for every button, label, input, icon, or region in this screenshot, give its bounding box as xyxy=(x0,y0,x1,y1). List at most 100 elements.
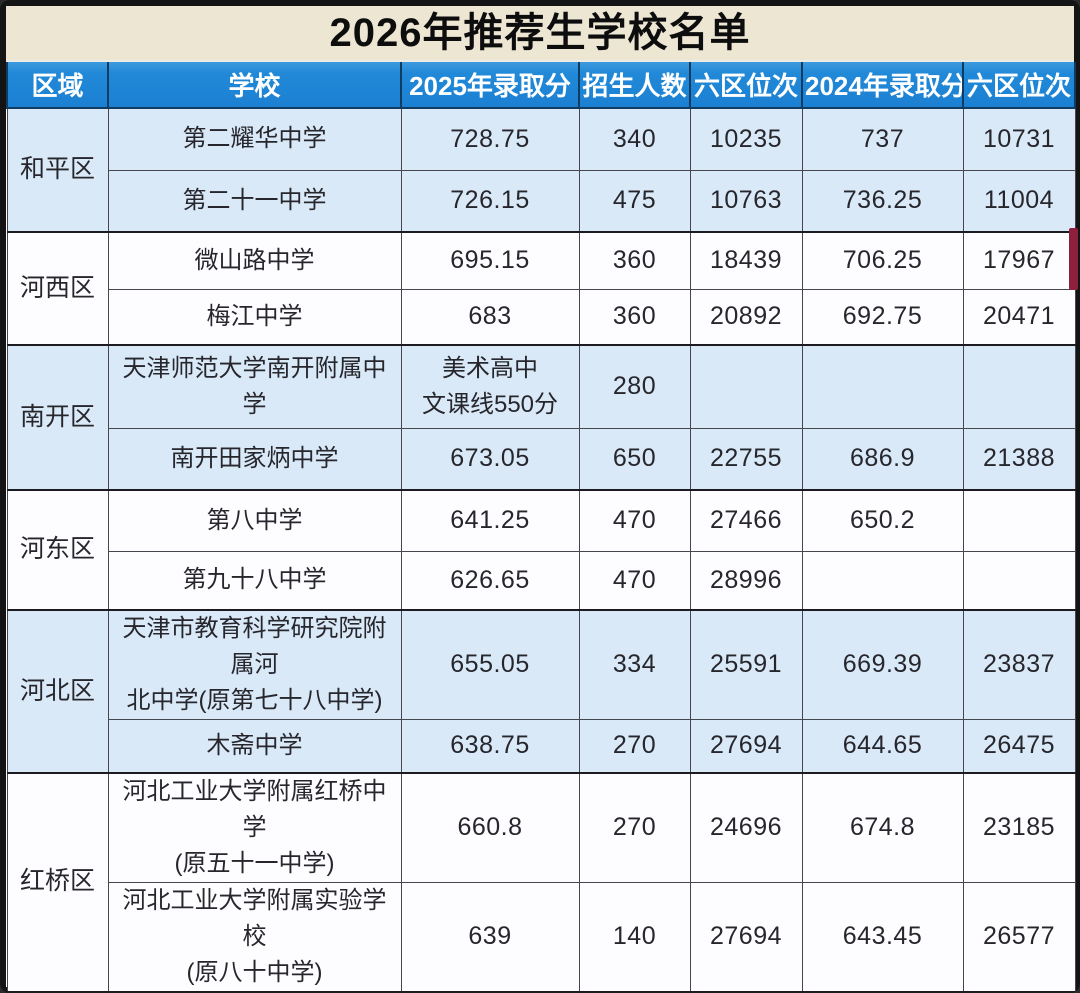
school-cell: 河北工业大学附属实验学校 (原八十中学) xyxy=(107,881,402,992)
score-2024-cell: 643.45 xyxy=(801,881,964,992)
rank-2024-cell: 11004 xyxy=(962,169,1076,233)
rank-2024-cell: 26577 xyxy=(962,881,1076,992)
table-row: 河北区 天津市教育科学研究院附属河 北中学(原第七十八中学) 655.05 33… xyxy=(6,609,1076,773)
rank-2025-cell: 10763 xyxy=(689,169,803,233)
column-header-rank-2025: 六区位次 xyxy=(689,62,803,109)
school-cell: 河北工业大学附属红桥中学 (原五十一中学) xyxy=(107,771,402,883)
rank-2025-cell: 18439 xyxy=(689,231,803,290)
rank-2025-cell: 27694 xyxy=(689,881,803,992)
table-row: 河西区 微山路中学 695.15 360 18439 706.25 17967 xyxy=(6,231,1076,346)
school-cell: 微山路中学 xyxy=(107,231,402,290)
school-cell: 第八中学 xyxy=(107,489,402,552)
enrollment-cell: 334 xyxy=(578,609,691,720)
enrollment-cell: 140 xyxy=(578,881,691,992)
score-2025-cell: 673.05 xyxy=(400,427,580,491)
table-row: 红桥区 河北工业大学附属红桥中学 (原五十一中学) 660.8 270 2469… xyxy=(6,771,1076,992)
school-cell: 梅江中学 xyxy=(107,288,402,346)
score-2025-cell: 728.75 xyxy=(400,107,580,171)
district-cell: 河西区 xyxy=(6,231,109,346)
rank-2024-cell xyxy=(962,489,1076,552)
table-row: 北辰区 青光中学 610.1 350 / / / xyxy=(6,990,1076,993)
district-cell: 和平区 xyxy=(6,107,109,233)
enrollment-cell: 270 xyxy=(578,719,691,773)
school-cell: 南开田家炳中学 xyxy=(107,427,402,491)
score-2025-cell: 660.8 xyxy=(400,771,580,883)
rank-2024-cell xyxy=(962,550,1076,611)
recommend-schools-table: 区域 学校 2025年录取分 招生人数 六区位次 2024年录取分 六区位次 和… xyxy=(6,62,1076,993)
enrollment-cell: 475 xyxy=(578,169,691,233)
rank-2024-cell: 17967 xyxy=(962,231,1076,290)
table-row: 和平区 第二耀华中学 728.75 340 10235 737 10731 xyxy=(6,107,1076,233)
enrollment-cell: 650 xyxy=(578,427,691,491)
rank-2025-cell xyxy=(689,344,803,429)
rank-2024-cell: 20471 xyxy=(962,288,1076,346)
district-cell: 红桥区 xyxy=(6,771,109,992)
score-2024-cell: 669.39 xyxy=(801,609,964,720)
rank-2024-cell: 21388 xyxy=(962,427,1076,491)
score-2024-cell xyxy=(801,550,964,611)
rank-2025-cell: 25591 xyxy=(689,609,803,720)
rank-2024-cell xyxy=(962,344,1076,429)
table-row: 第二十一中学 726.15 475 10763 736.25 11004 xyxy=(7,169,1076,233)
school-cell: 第九十八中学 xyxy=(107,550,402,611)
rank-2025-cell: 27466 xyxy=(689,489,803,552)
score-2025-cell: 626.65 xyxy=(400,550,580,611)
score-2025-cell: 639 xyxy=(400,881,580,992)
table-header-row: 区域 学校 2025年录取分 招生人数 六区位次 2024年录取分 六区位次 xyxy=(6,62,1076,109)
table-row: 第九十八中学 626.65 470 28996 xyxy=(7,550,1076,611)
score-2024-cell: 706.25 xyxy=(801,231,964,290)
table-card-inner: 2026年推荐生学校名单 区域 学校 2025年录取分 招生人数 六区位次 20… xyxy=(6,6,1076,993)
table-row: 梅江中学 683 360 20892 692.75 20471 xyxy=(7,288,1076,346)
score-2025-cell: 655.05 xyxy=(400,609,580,720)
title-band: 2026年推荐生学校名单 xyxy=(6,6,1074,62)
rank-2025-cell: 28996 xyxy=(689,550,803,611)
table-row: 南开区 天津师范大学南开附属中学 美术高中 文课线550分 280 xyxy=(6,344,1076,491)
score-2024-cell: 736.25 xyxy=(801,169,964,233)
score-2025-cell: 695.15 xyxy=(400,231,580,290)
rank-2025-cell: 27694 xyxy=(689,719,803,773)
district-cell: 河北区 xyxy=(6,609,109,773)
enrollment-cell: 280 xyxy=(578,344,691,429)
score-2025-cell: 638.75 xyxy=(400,719,580,773)
score-2024-cell: 737 xyxy=(801,107,964,171)
table-row: 河北工业大学附属实验学校 (原八十中学) 639 140 27694 643.4… xyxy=(7,881,1076,992)
score-2025-cell: 726.15 xyxy=(400,169,580,233)
score-2024-cell xyxy=(801,344,964,429)
rank-2024-cell: 23185 xyxy=(962,771,1076,883)
school-cell: 木斋中学 xyxy=(107,719,402,773)
score-2024-cell: 644.65 xyxy=(801,719,964,773)
enrollment-cell: 360 xyxy=(578,288,691,346)
rank-2025-cell: 10235 xyxy=(689,107,803,171)
rank-2025-cell: 22755 xyxy=(689,427,803,491)
score-2024-cell: 692.75 xyxy=(801,288,964,346)
rank-2024-cell: 26475 xyxy=(962,719,1076,773)
score-2024-cell: 686.9 xyxy=(801,427,964,491)
rank-2024-cell: 23837 xyxy=(962,609,1076,720)
enrollment-cell: 470 xyxy=(578,489,691,552)
rank-2025-cell: 20892 xyxy=(689,288,803,346)
score-2024-cell: 674.8 xyxy=(801,771,964,883)
table-row: 河东区 第八中学 641.25 470 27466 650.2 xyxy=(6,489,1076,611)
column-header-score-2025: 2025年录取分 xyxy=(400,62,580,109)
score-2024-cell: 650.2 xyxy=(801,489,964,552)
district-cell: 南开区 xyxy=(6,344,109,491)
column-header-score-2024: 2024年录取分 xyxy=(801,62,964,109)
right-edge-marker xyxy=(1069,228,1078,290)
rank-2024-cell: 10731 xyxy=(962,107,1076,171)
school-cell: 天津师范大学南开附属中学 xyxy=(107,344,402,429)
enrollment-cell: 360 xyxy=(578,231,691,290)
enrollment-cell: 340 xyxy=(578,107,691,171)
column-header-school: 学校 xyxy=(107,62,402,109)
school-cell: 第二耀华中学 xyxy=(107,107,402,171)
table-row: 木斋中学 638.75 270 27694 644.65 26475 xyxy=(7,719,1076,773)
score-2025-cell: 641.25 xyxy=(400,489,580,552)
column-header-rank-2024: 六区位次 xyxy=(962,62,1076,109)
school-cell: 天津市教育科学研究院附属河 北中学(原第七十八中学) xyxy=(107,609,402,720)
score-2025-cell: 683 xyxy=(400,288,580,346)
table-row: 南开田家炳中学 673.05 650 22755 686.9 21388 xyxy=(7,427,1076,491)
district-cell: 河东区 xyxy=(6,489,109,611)
school-cell: 第二十一中学 xyxy=(107,169,402,233)
page-title: 2026年推荐生学校名单 xyxy=(329,11,751,55)
enrollment-cell: 470 xyxy=(578,550,691,611)
